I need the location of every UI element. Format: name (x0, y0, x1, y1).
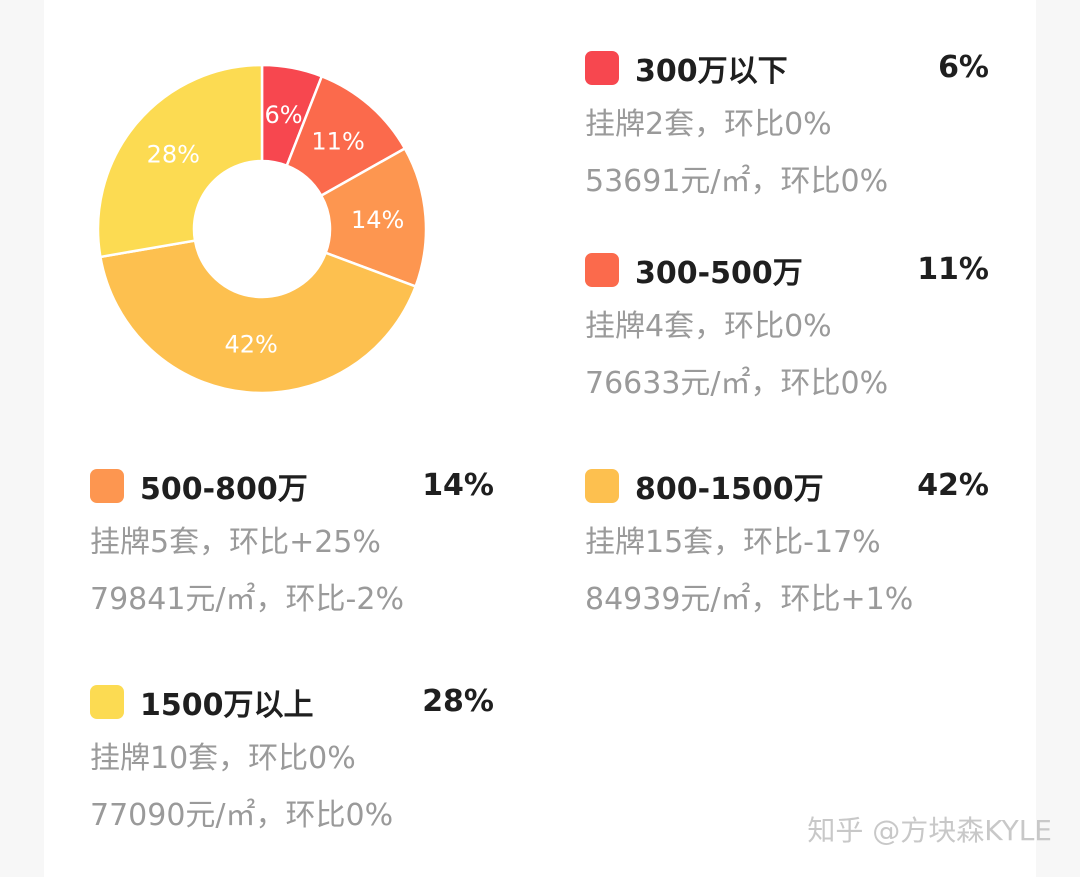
slice-800-1500 (98, 239, 418, 395)
legend-unit-price: 76633元/㎡，环比0% (585, 366, 889, 401)
legend-unit-price: 84939元/㎡，环比+1% (585, 582, 914, 617)
donut-chart: 6% 11% 14% 42% 28% (96, 63, 428, 395)
legend-percent: 11% (917, 252, 989, 287)
legend-unit-price: 79841元/㎡，环比-2% (90, 582, 404, 617)
legend-percent: 6% (938, 50, 989, 85)
legend-listing-count: 挂牌4套，环比0% (585, 309, 832, 344)
legend-swatch (90, 685, 124, 719)
legend-listing-count: 挂牌2套，环比0% (585, 107, 832, 142)
slice-label: 11% (311, 127, 364, 155)
legend-item-over-1500: 1500万以上 28% 挂牌10套，环比0% 77090元/㎡，环比0% (90, 682, 500, 844)
slice-label: 42% (225, 330, 278, 358)
legend-percent: 14% (422, 468, 494, 503)
slice-over-1500 (96, 63, 264, 259)
slice-label: 28% (147, 140, 200, 168)
legend-listing-count: 挂牌5套，环比+25% (90, 525, 381, 560)
slice-label: 6% (264, 101, 302, 129)
legend-swatch (585, 51, 619, 85)
slice-500-800 (319, 146, 428, 289)
legend-unit-price: 53691元/㎡，环比0% (585, 164, 889, 199)
watermark: 知乎 @方块森KYLE (807, 814, 1052, 847)
legend-name: 1500万以上 (140, 688, 314, 723)
legend-name: 300-500万 (635, 256, 803, 291)
slice-label: 14% (351, 206, 404, 234)
legend-name: 300万以下 (635, 54, 788, 89)
legend-item-800-1500: 800-1500万 42% 挂牌15套，环比-17% 84939元/㎡，环比+1… (585, 466, 995, 628)
legend-percent: 42% (917, 468, 989, 503)
legend-item-300-500: 300-500万 11% 挂牌4套，环比0% 76633元/㎡，环比0% (585, 250, 995, 412)
legend-swatch (585, 469, 619, 503)
legend-swatch (585, 253, 619, 287)
legend-item-under-300: 300万以下 6% 挂牌2套，环比0% 53691元/㎡，环比0% (585, 48, 995, 210)
legend-unit-price: 77090元/㎡，环比0% (90, 798, 394, 833)
legend-name: 800-1500万 (635, 472, 824, 507)
legend-percent: 28% (422, 684, 494, 719)
legend-swatch (90, 469, 124, 503)
legend-listing-count: 挂牌15套，环比-17% (585, 525, 881, 560)
legend-item-500-800: 500-800万 14% 挂牌5套，环比+25% 79841元/㎡，环比-2% (90, 466, 500, 628)
legend-listing-count: 挂牌10套，环比0% (90, 741, 356, 776)
legend-name: 500-800万 (140, 472, 308, 507)
